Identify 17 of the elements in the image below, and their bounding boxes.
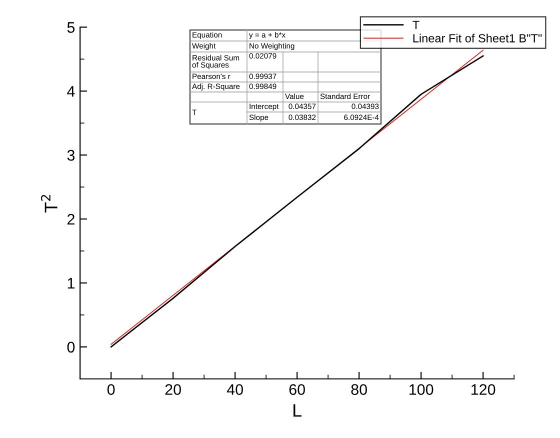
x-tick-label: 0 [107, 384, 115, 395]
y-tick-label: 1 [68, 278, 74, 288]
y-tick-label: 4 [67, 86, 75, 97]
x-tick-label: 40 [226, 384, 243, 395]
y-axis-title: T$^{2}$ [40, 194, 58, 213]
legend-label: Linear Fit of Sheet1 B"T" [413, 34, 542, 42]
y-tick-label: 0 [67, 342, 75, 353]
x-tick-label: 100 [410, 384, 434, 395]
x-tick-label: 20 [165, 384, 181, 395]
y-tick-label: 2 [67, 214, 74, 225]
x-tick-label: 60 [289, 384, 305, 395]
y-tick-label: 5 [67, 22, 75, 33]
x-axis-title: L [294, 404, 302, 417]
y-tick-label: 3 [67, 150, 75, 161]
legend-label: T [412, 20, 420, 29]
x-tick-label: 80 [351, 384, 367, 395]
x-tick-label: 120 [472, 384, 496, 395]
